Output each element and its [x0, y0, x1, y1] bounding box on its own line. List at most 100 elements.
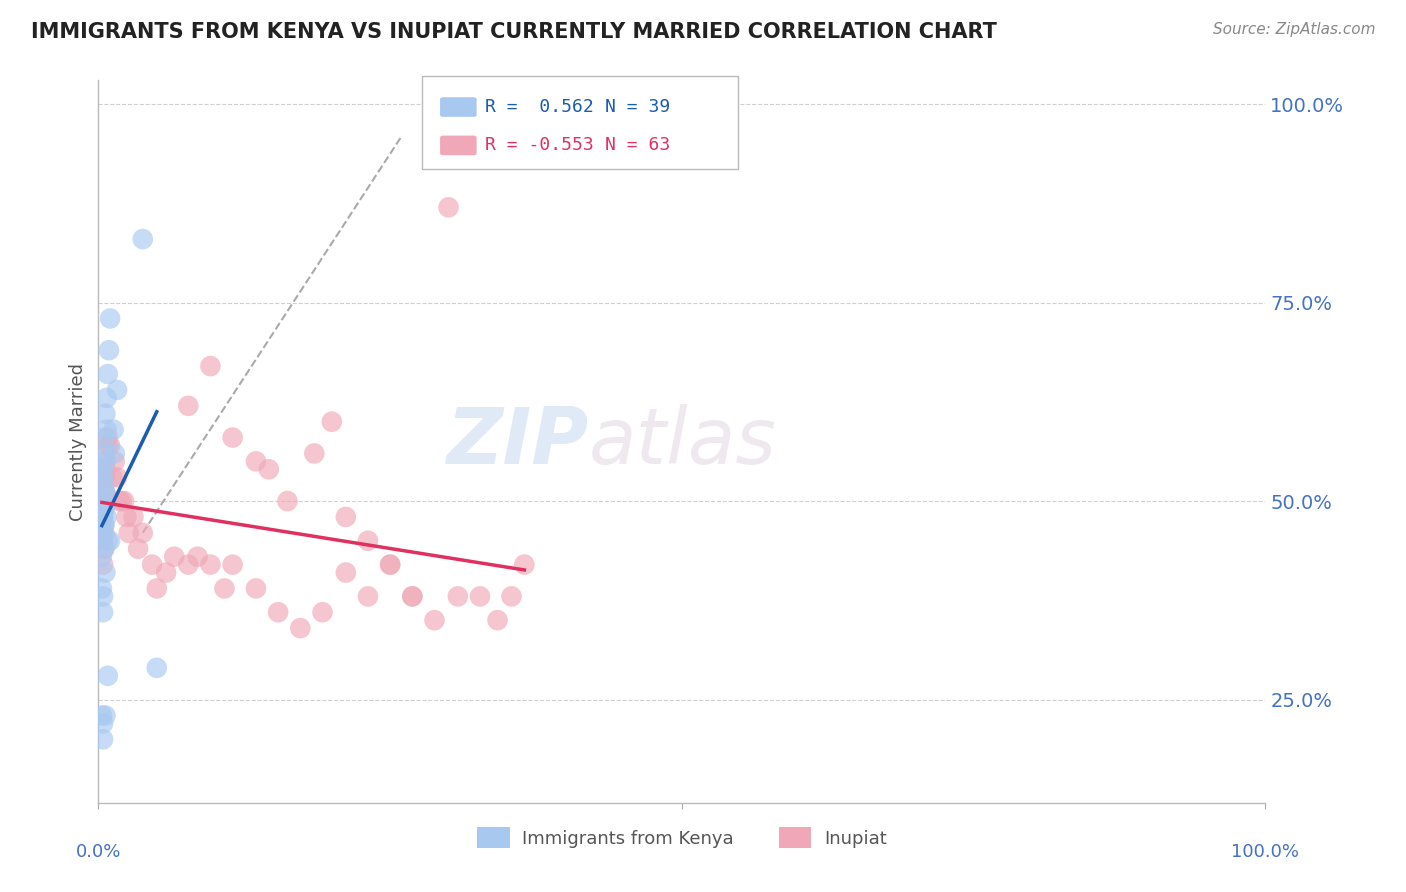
Point: [101, 470, 124, 484]
Point: [118, 525, 141, 540]
Point: [96, 510, 118, 524]
Point: [132, 525, 155, 540]
Point: [380, 558, 402, 572]
Point: [103, 423, 125, 437]
Point: [257, 462, 280, 476]
Point: [98, 311, 121, 326]
Point: [200, 558, 222, 572]
Text: R =  0.562: R = 0.562: [485, 98, 593, 116]
Point: [98, 438, 121, 452]
Point: [97, 669, 120, 683]
Point: [112, 494, 135, 508]
Point: [91, 462, 114, 476]
Point: [127, 541, 149, 556]
Text: R = -0.553: R = -0.553: [485, 136, 593, 154]
Point: [221, 558, 243, 572]
Y-axis label: Currently Married: Currently Married: [69, 362, 87, 521]
Point: [357, 533, 380, 548]
Point: [146, 661, 169, 675]
Point: [94, 470, 117, 484]
Point: [94, 454, 117, 468]
Point: [91, 732, 114, 747]
Point: [108, 494, 131, 508]
Point: [221, 431, 243, 445]
Point: [105, 470, 128, 484]
Point: [94, 446, 117, 460]
Point: [97, 343, 120, 358]
Point: [122, 510, 145, 524]
Point: [93, 502, 115, 516]
Point: [401, 590, 423, 604]
Point: [187, 549, 209, 564]
Point: [94, 486, 117, 500]
Point: [97, 533, 120, 548]
Point: [93, 541, 115, 556]
Point: [91, 510, 114, 524]
Point: [94, 462, 117, 476]
Point: [132, 232, 155, 246]
Point: [141, 558, 163, 572]
Point: [98, 533, 121, 548]
Point: [245, 582, 267, 596]
Point: [91, 525, 114, 540]
Point: [94, 566, 117, 580]
Point: [96, 423, 118, 437]
Point: [304, 446, 326, 460]
Point: [91, 510, 114, 524]
Point: [401, 590, 423, 604]
Point: [94, 407, 117, 421]
Text: atlas: atlas: [589, 403, 776, 480]
Point: [437, 200, 460, 214]
Point: [90, 582, 112, 596]
Point: [90, 549, 112, 564]
Point: [146, 582, 169, 596]
Point: [468, 590, 491, 604]
Point: [357, 590, 380, 604]
Point: [245, 454, 267, 468]
Point: [104, 446, 127, 460]
Point: [93, 494, 115, 508]
Point: [447, 590, 470, 604]
Point: [93, 541, 115, 556]
Point: [97, 438, 120, 452]
Point: [501, 590, 523, 604]
Point: [94, 708, 117, 723]
Point: [290, 621, 312, 635]
Point: [93, 517, 115, 532]
Point: [155, 566, 177, 580]
Point: [163, 549, 186, 564]
Point: [214, 582, 236, 596]
Point: [177, 399, 200, 413]
Text: Source: ZipAtlas.com: Source: ZipAtlas.com: [1212, 22, 1375, 37]
Point: [91, 716, 114, 731]
Point: [90, 708, 112, 723]
Point: [91, 517, 114, 532]
Text: ZIP: ZIP: [446, 403, 589, 480]
Point: [93, 502, 115, 516]
Point: [93, 478, 115, 492]
Text: N = 63: N = 63: [605, 136, 669, 154]
Point: [380, 558, 402, 572]
Point: [91, 590, 114, 604]
Point: [200, 359, 222, 373]
Text: IMMIGRANTS FROM KENYA VS INUPIAT CURRENTLY MARRIED CORRELATION CHART: IMMIGRANTS FROM KENYA VS INUPIAT CURRENT…: [31, 22, 997, 42]
Point: [335, 510, 357, 524]
Text: 100.0%: 100.0%: [1232, 843, 1299, 861]
Point: [321, 415, 343, 429]
Point: [311, 605, 333, 619]
Point: [90, 494, 112, 508]
Point: [97, 367, 120, 381]
Point: [267, 605, 290, 619]
Point: [93, 470, 115, 484]
Point: [276, 494, 298, 508]
Point: [93, 517, 115, 532]
Point: [105, 383, 128, 397]
Point: [91, 605, 114, 619]
Point: [104, 454, 127, 468]
Point: [96, 391, 118, 405]
Point: [94, 486, 117, 500]
Point: [93, 525, 115, 540]
Point: [91, 558, 114, 572]
Point: [486, 613, 509, 627]
Point: [513, 558, 536, 572]
